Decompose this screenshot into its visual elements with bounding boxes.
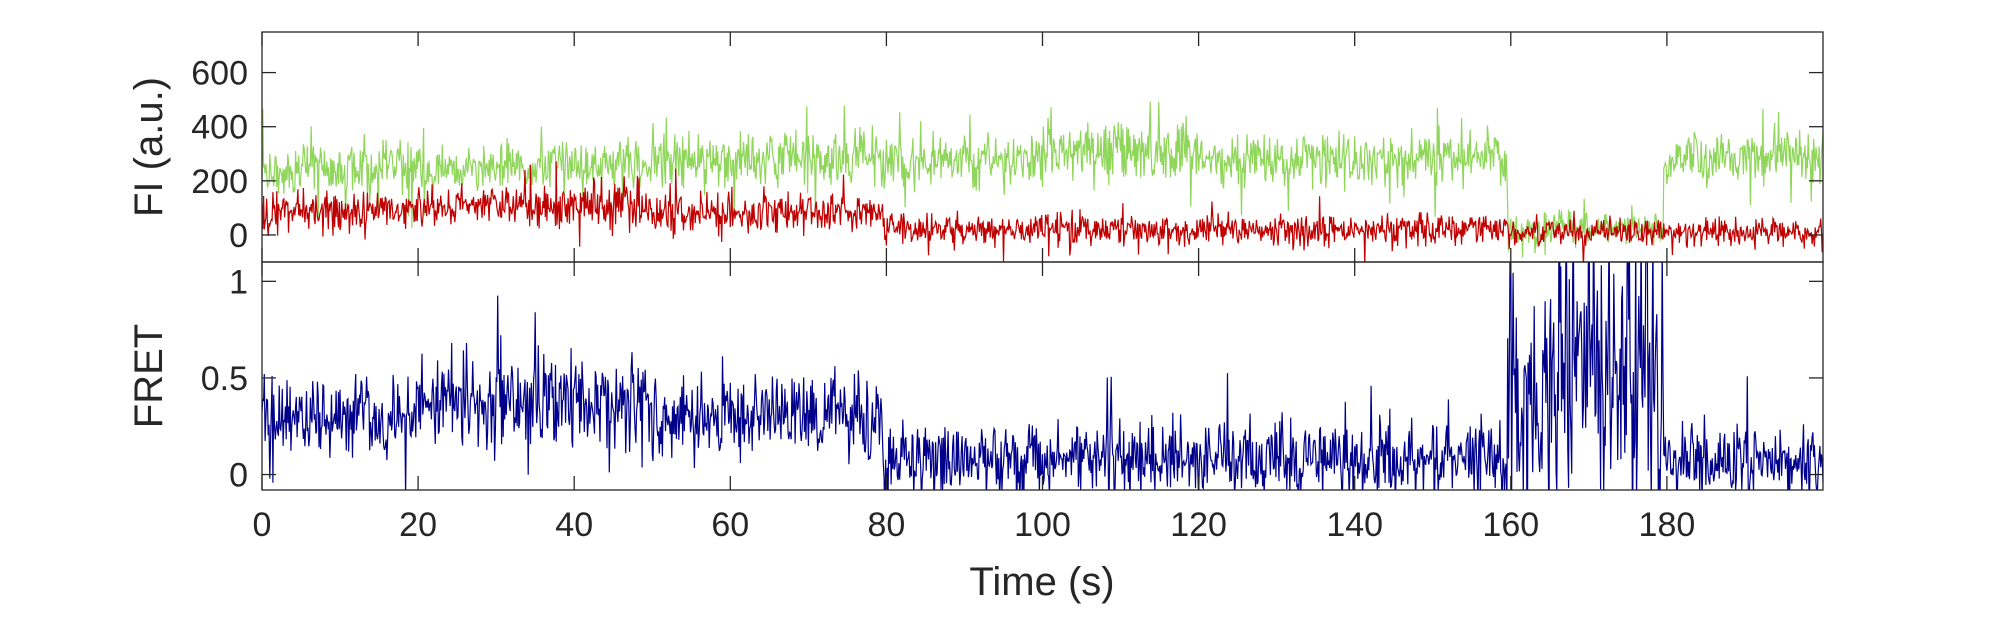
time-xtick-label: 80 [867,506,905,544]
fret-ytick-label: 0.5 [201,360,248,398]
fret-axis-label: FRET [127,324,171,428]
time-xtick-label: 60 [711,506,749,544]
time-xtick-label: 100 [1014,506,1071,544]
time-xtick-label: 180 [1639,506,1696,544]
intensity-ytick-label: 200 [191,163,248,201]
time-xtick-label: 160 [1482,506,1539,544]
time-axis-label: Time (s) [969,560,1114,604]
fret-ytick-label: 1 [229,263,248,301]
intensity-panel: 0 200 400 600 FI (a.u.) [127,32,1823,266]
time-xtick-label: 20 [399,506,437,544]
time-xtick-label: 120 [1170,506,1227,544]
fret-panel: 0 0.5 1 0 20 40 60 80 100 120 140 160 180 FRET Time … [127,117,1823,614]
intensity-ytick-label: 400 [191,109,248,147]
intensity-ytick-label: 600 [191,55,248,93]
fret-ytick-label: 0 [229,457,248,495]
intensity-ytick-label: 0 [229,217,248,255]
time-xtick-label: 140 [1326,506,1383,544]
time-xtick-label: 40 [555,506,593,544]
intensity-axis-label: FI (a.u.) [127,77,171,217]
time-xtick-label: 0 [253,506,272,544]
